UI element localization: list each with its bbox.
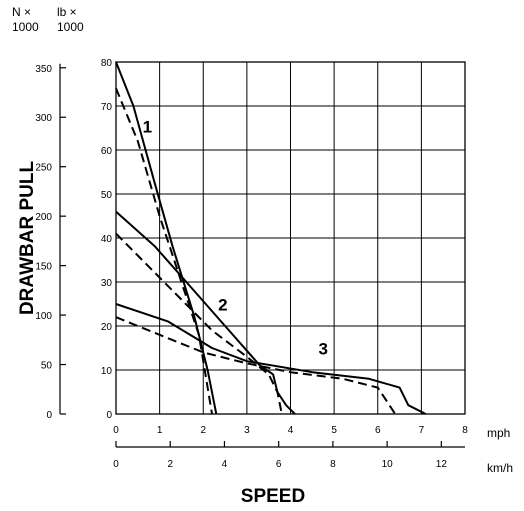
solid-curve	[115, 210, 296, 415]
kmh-tick-label: 8	[330, 459, 336, 470]
unit-line: 1000	[12, 20, 39, 34]
lb-tick-label: 70	[101, 102, 113, 113]
newton-tick-label: 250	[35, 163, 52, 174]
kmh-unit-label: km/h	[487, 461, 513, 475]
y-axis-pound: 0 10 20 30 40 50 60 70 80	[101, 58, 113, 421]
grid	[115, 61, 466, 415]
unit-line: 1000	[57, 20, 84, 34]
solid-curve	[115, 61, 218, 415]
mph-tick-label: 4	[288, 425, 294, 436]
curves	[115, 61, 427, 415]
x-axis-title: SPEED	[241, 486, 305, 507]
newton-tick-label: 200	[35, 212, 52, 223]
newton-tick-label: 300	[35, 113, 52, 124]
unit-line: N ×	[12, 5, 31, 19]
newton-tick-label: 0	[46, 410, 52, 421]
kmh-tick-label: 2	[167, 459, 173, 470]
lb-tick-label: 40	[101, 234, 113, 245]
dashed-curve	[115, 316, 397, 415]
mph-tick-label: 3	[244, 425, 250, 436]
mph-tick-label: 8	[462, 425, 468, 436]
mph-tick-label: 2	[200, 425, 206, 436]
newton-tick-label: 100	[35, 311, 52, 322]
lb-tick-label: 80	[101, 58, 113, 69]
mph-tick-label: 5	[331, 425, 337, 436]
kmh-tick-label: 6	[276, 459, 282, 470]
lb-tick-label: 20	[101, 322, 113, 333]
y-axis-newton: 0 50 100 150 200 250 300 350	[35, 63, 66, 421]
mph-tick-label: 1	[157, 425, 163, 436]
solid-curve	[115, 303, 427, 415]
newton-unit-label: N × 1000	[12, 5, 39, 34]
kmh-tick-label: 0	[113, 459, 119, 470]
kmh-tick-label: 4	[222, 459, 228, 470]
kmh-tick-label: 10	[382, 459, 394, 470]
dashed-curve	[115, 232, 283, 415]
curve-number-label: 2	[218, 296, 227, 315]
x-axis-kmh: 0 2 4 6 8 10 12	[113, 441, 465, 470]
kmh-tick-label: 12	[436, 459, 448, 470]
lb-tick-label: 30	[101, 278, 113, 289]
lb-tick-label: 50	[101, 190, 113, 201]
newton-tick-label: 50	[41, 361, 53, 372]
curve-number-label: 1	[143, 117, 152, 136]
newton-tick-label: 350	[35, 64, 52, 75]
mph-tick-label: 0	[113, 425, 119, 436]
lb-tick-label: 0	[106, 410, 112, 421]
mph-tick-label: 7	[419, 425, 425, 436]
lb-tick-label: 60	[101, 146, 113, 157]
y-axis-title: DRAWBAR PULL	[17, 161, 38, 315]
unit-line: lb ×	[57, 5, 77, 19]
lb-tick-label: 10	[101, 366, 113, 377]
newton-tick-label: 150	[35, 262, 52, 273]
dashed-curve	[115, 88, 213, 415]
curve-number-label: 3	[318, 340, 327, 359]
pound-unit-label: lb × 1000	[57, 5, 84, 34]
curve-labels: 1 2 3	[143, 117, 328, 358]
x-axis-mph: 0 1 2 3 4 5 6 7 8	[113, 425, 468, 436]
mph-tick-label: 6	[375, 425, 381, 436]
mph-unit-label: mph	[487, 426, 510, 440]
